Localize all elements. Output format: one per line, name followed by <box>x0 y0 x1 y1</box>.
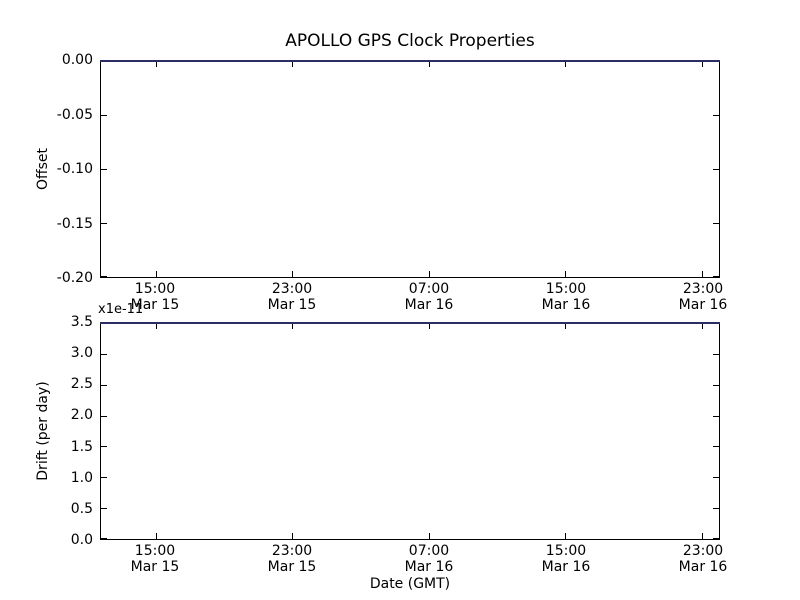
drift-y-axis-label: Drift (per day) <box>35 381 51 481</box>
x-tick-date-text: Mar 15 <box>267 559 317 575</box>
offset-subplot <box>100 60 720 278</box>
x-tick-mark <box>564 271 566 277</box>
y-tick-mark <box>713 476 719 478</box>
y-tick-mark <box>713 114 719 116</box>
y-tick-mark <box>713 384 719 386</box>
y-axis-multiplier-label: x1e-11 <box>98 302 144 317</box>
x-tick-label: 15:00 Mar 15 <box>110 543 200 575</box>
x-tick-mark <box>701 61 703 67</box>
y-tick-mark <box>713 168 719 170</box>
x-tick-time-text: 15:00 <box>134 543 176 559</box>
x-tick-mark <box>155 533 157 539</box>
offset-data-line <box>100 60 720 62</box>
y-tick-mark <box>713 353 719 355</box>
x-tick-time-text: 23:00 <box>271 281 313 297</box>
y-tick-mark <box>713 276 719 277</box>
y-tick-mark <box>713 538 719 539</box>
x-tick-label: 23:00 Mar 15 <box>247 281 337 313</box>
x-tick-date-text: Mar 15 <box>267 297 317 313</box>
y-tick-mark <box>101 415 107 417</box>
y-tick-label: 3.5 <box>70 314 93 330</box>
x-tick-mark <box>564 61 566 67</box>
y-tick-mark <box>101 538 107 539</box>
y-tick-mark <box>101 384 107 386</box>
x-axis-label: Date (GMT) <box>369 576 451 592</box>
x-tick-date-text: Mar 15 <box>130 559 180 575</box>
x-tick-mark <box>428 533 430 539</box>
y-tick-label: 1.5 <box>70 438 93 455</box>
x-tick-time-text: 15:00 <box>545 281 587 297</box>
x-tick-label: 23:00 Mar 16 <box>658 543 748 575</box>
y-tick-label: 3.0 <box>70 345 93 362</box>
x-tick-mark <box>155 61 157 67</box>
y-tick-label: 0.0 <box>70 532 93 548</box>
x-tick-mark <box>701 271 703 277</box>
y-tick-label: -0.20 <box>56 270 93 286</box>
x-tick-mark <box>291 61 293 67</box>
x-tick-mark <box>291 323 293 329</box>
x-tick-date-text: Mar 16 <box>678 297 728 313</box>
x-tick-time-text: 07:00 <box>408 281 450 297</box>
y-tick-label: 1.0 <box>70 469 93 486</box>
x-tick-date-text: Mar 16 <box>404 559 454 575</box>
y-tick-label: 0.00 <box>61 52 93 68</box>
x-tick-label: 07:00 Mar 16 <box>384 543 474 575</box>
y-tick-mark <box>713 445 719 447</box>
x-tick-mark <box>564 323 566 329</box>
x-tick-label: 23:00 Mar 16 <box>658 281 748 313</box>
x-tick-date-text: Mar 16 <box>541 297 591 313</box>
x-tick-mark <box>428 271 430 277</box>
y-tick-mark <box>101 353 107 355</box>
x-tick-time-text: 23:00 <box>682 543 724 559</box>
y-tick-mark <box>101 276 107 277</box>
x-tick-label: 15:00 Mar 16 <box>521 281 611 313</box>
x-tick-label: 07:00 Mar 16 <box>384 281 474 313</box>
y-tick-label: -0.10 <box>56 161 93 177</box>
x-tick-mark <box>155 271 157 277</box>
x-tick-date-text: Mar 15 <box>130 297 180 313</box>
drift-subplot <box>100 322 720 540</box>
x-tick-mark <box>291 533 293 539</box>
y-tick-label: -0.05 <box>56 106 93 123</box>
x-tick-time-text: 23:00 <box>271 543 313 559</box>
x-tick-mark <box>155 323 157 329</box>
x-tick-time-text: 07:00 <box>408 543 450 559</box>
y-tick-label: 2.0 <box>70 407 93 424</box>
y-tick-label: 2.5 <box>70 376 93 393</box>
y-tick-mark <box>101 445 107 447</box>
x-tick-label: 15:00 Mar 15 <box>110 281 200 313</box>
x-tick-mark <box>428 323 430 329</box>
x-tick-date-text: Mar 16 <box>541 559 591 575</box>
figure-title: APOLLO GPS Clock Properties <box>285 31 535 51</box>
y-tick-label: 0.5 <box>70 500 93 517</box>
y-tick-mark <box>101 507 107 509</box>
x-tick-mark <box>428 61 430 67</box>
x-tick-mark <box>564 533 566 539</box>
drift-data-line <box>100 322 720 324</box>
y-tick-mark <box>101 114 107 116</box>
y-tick-label: -0.15 <box>56 215 93 232</box>
x-tick-time-text: 15:00 <box>134 281 176 297</box>
y-tick-mark <box>101 476 107 478</box>
x-tick-time-text: 23:00 <box>682 281 724 297</box>
x-tick-mark <box>701 323 703 329</box>
x-tick-mark <box>291 271 293 277</box>
y-tick-mark <box>713 222 719 224</box>
x-tick-label: 23:00 Mar 15 <box>247 543 337 575</box>
y-tick-mark <box>713 507 719 509</box>
x-tick-date-text: Mar 16 <box>404 297 454 313</box>
x-tick-mark <box>701 533 703 539</box>
x-tick-time-text: 15:00 <box>545 543 587 559</box>
y-tick-mark <box>713 415 719 417</box>
x-tick-label: 15:00 Mar 16 <box>521 543 611 575</box>
x-tick-date-text: Mar 16 <box>678 559 728 575</box>
y-tick-mark <box>101 222 107 224</box>
y-tick-mark <box>101 168 107 170</box>
